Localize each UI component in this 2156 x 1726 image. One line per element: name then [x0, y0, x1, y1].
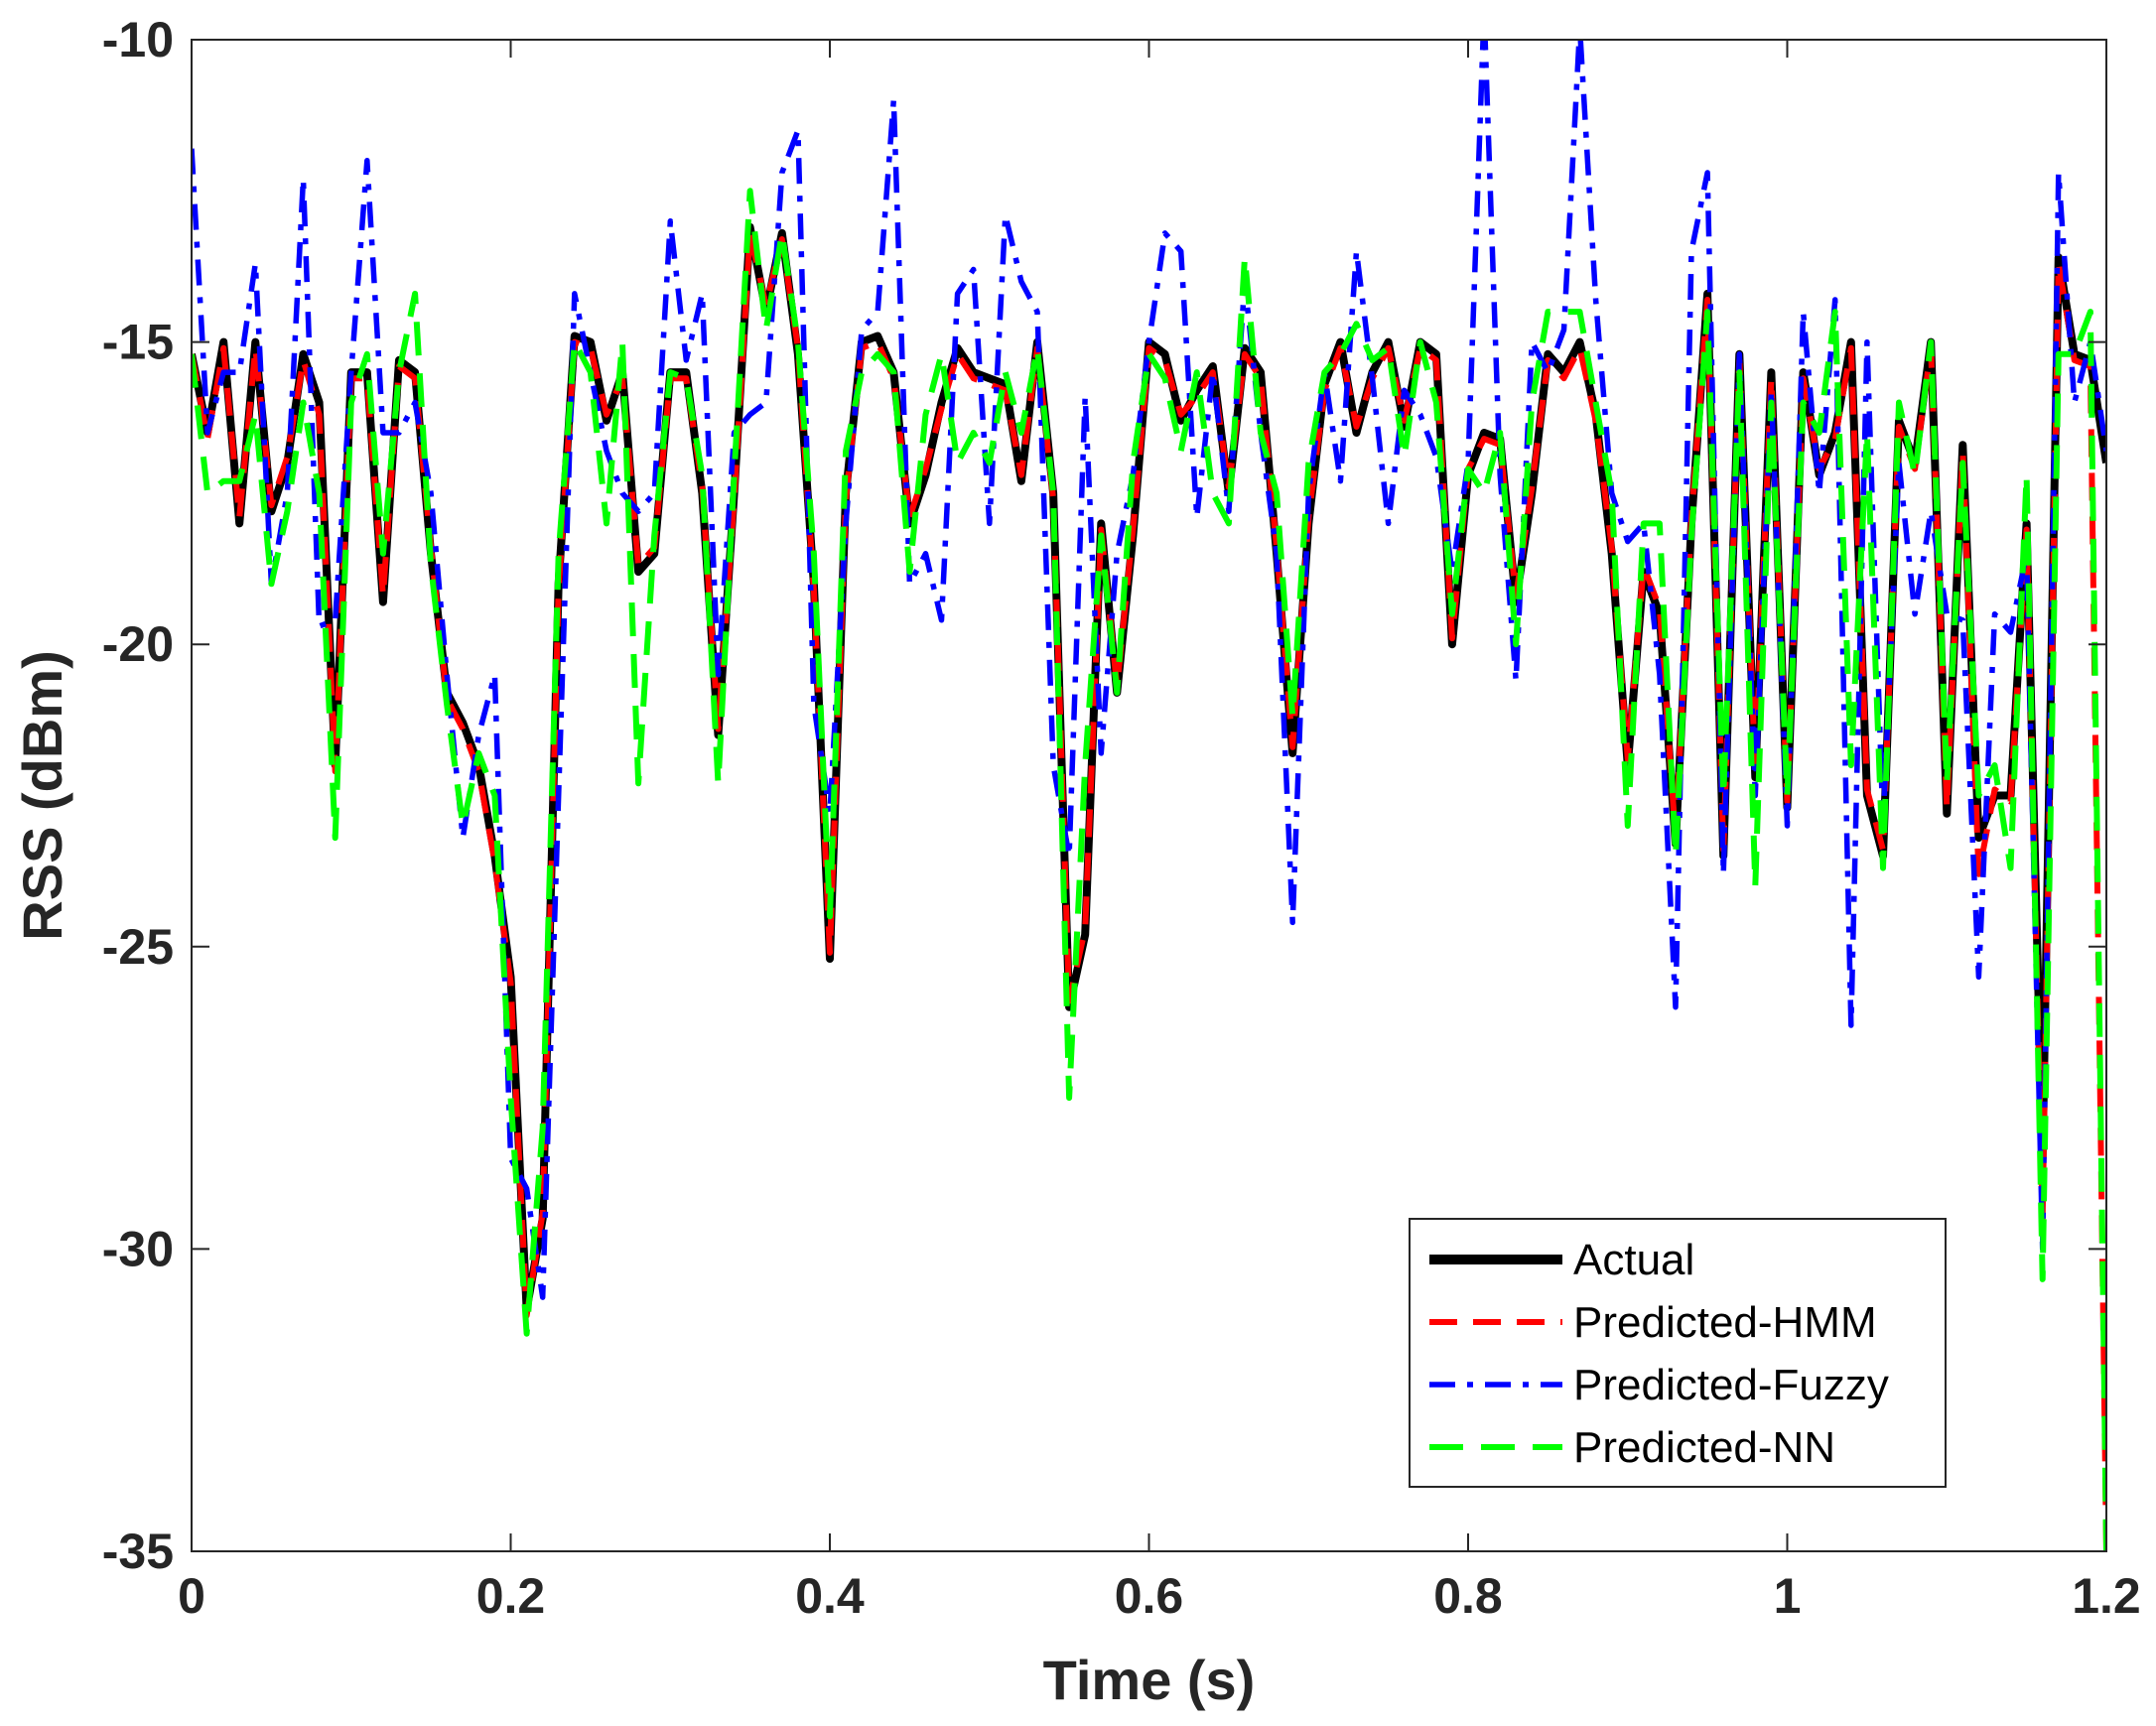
- x-tick-label: 0.6: [1115, 1568, 1184, 1624]
- x-tick-label: 0: [178, 1568, 205, 1624]
- legend-label-predicted-nn: Predicted-NN: [1573, 1423, 1835, 1472]
- legend-label-actual: Actual: [1573, 1236, 1694, 1284]
- legend-label-predicted-hmm: Predicted-HMM: [1573, 1298, 1877, 1347]
- series-line-predicted-hmm: [192, 229, 2106, 1551]
- x-tick-label: 1: [1774, 1568, 1802, 1624]
- y-tick-label: -30: [102, 1221, 174, 1276]
- x-tick-label: 0.2: [476, 1568, 546, 1624]
- x-tick-label: 1.2: [2072, 1568, 2141, 1624]
- axes: 0 0.2 0.4 0.6 0.8 1 1.2 -35 -30 -25 -20 -15 -10 Time …: [11, 12, 2141, 1711]
- y-axis-title: RSS (dBm): [11, 650, 73, 940]
- legend: Actual Predicted-HMM Predicted-Fuzzy Predic…: [1409, 1218, 1947, 1488]
- y-tick-label: -35: [102, 1524, 174, 1579]
- y-tick-label: -10: [102, 12, 174, 67]
- plot-area: [192, 40, 2106, 1551]
- y-tick-label: -15: [102, 315, 174, 370]
- x-tick-label: 0.4: [795, 1568, 865, 1624]
- x-axis-title: Time (s): [1043, 1649, 1256, 1711]
- legend-label-predicted-fuzzy: Predicted-Fuzzy: [1573, 1361, 1889, 1409]
- series-line-predicted-fuzzy: [192, 40, 2106, 1300]
- x-tick-label: 0.8: [1433, 1568, 1503, 1624]
- y-tick-label: -20: [102, 616, 174, 672]
- y-tick-label: -25: [102, 919, 174, 975]
